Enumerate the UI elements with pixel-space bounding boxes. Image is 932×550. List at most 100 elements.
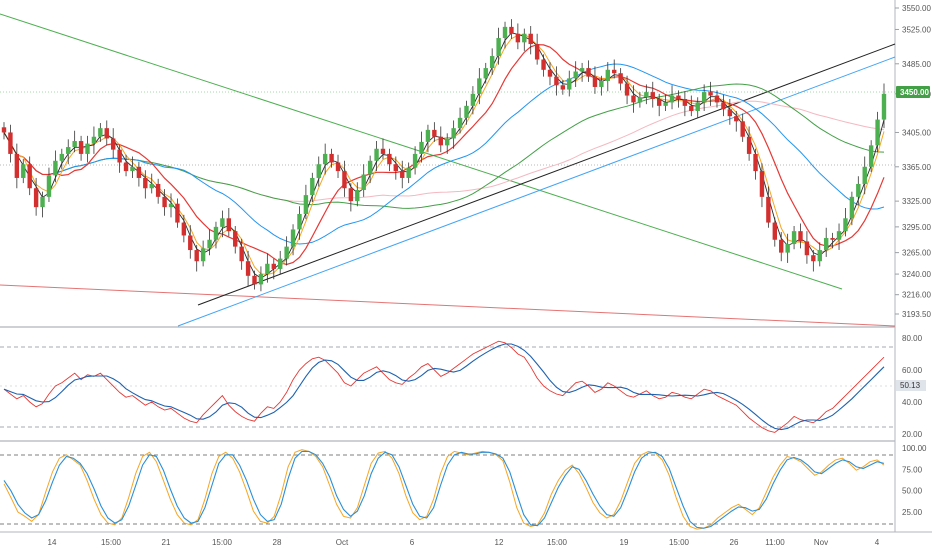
trendline-black-rising[interactable] [197, 43, 896, 306]
candle-up[interactable] [843, 218, 848, 232]
candle-up[interactable] [21, 164, 26, 178]
candle-up[interactable] [451, 128, 456, 139]
candle-up[interactable] [310, 177, 315, 196]
candle-up[interactable] [663, 102, 668, 106]
candle-up[interactable] [502, 26, 508, 39]
candle-up[interactable] [40, 196, 45, 208]
candle-up[interactable] [849, 196, 855, 219]
candle-up[interactable] [53, 160, 58, 176]
candle-down[interactable] [155, 183, 161, 197]
candle-up[interactable] [297, 214, 302, 230]
candle-down[interactable] [534, 44, 540, 60]
candle-up[interactable] [220, 218, 225, 227]
candle-up[interactable] [567, 78, 572, 90]
candle-up[interactable] [258, 274, 264, 285]
candle-up[interactable] [46, 175, 52, 197]
candle-down[interactable] [759, 171, 765, 197]
candle-up[interactable] [316, 164, 321, 178]
candle-down[interactable] [811, 255, 816, 262]
candle-up[interactable] [374, 148, 379, 161]
candle-down[interactable] [650, 92, 655, 99]
candle-down[interactable] [618, 73, 623, 84]
candle-up[interactable] [303, 195, 309, 215]
candle-up[interactable] [130, 166, 135, 172]
candle-down[interactable] [143, 177, 148, 189]
candle-down[interactable] [804, 241, 810, 256]
candle-up[interactable] [862, 166, 867, 184]
candle-up[interactable] [881, 93, 887, 120]
candle-up[interactable] [98, 128, 103, 137]
candle-down[interactable] [33, 188, 39, 208]
candle-down[interactable] [342, 171, 347, 189]
stoch-d-line[interactable] [3, 450, 885, 529]
candle-up[interactable] [701, 92, 707, 103]
candle-up[interactable] [605, 69, 610, 81]
candle-up[interactable] [470, 93, 476, 106]
candle-down[interactable] [541, 59, 546, 70]
candle-down[interactable] [181, 222, 187, 236]
candle-up[interactable] [278, 258, 283, 269]
candle-down[interactable] [734, 116, 739, 122]
candle-up[interactable] [445, 138, 450, 146]
candle-down[interactable] [515, 33, 521, 43]
candle-down[interactable] [162, 196, 167, 208]
candle-down[interactable] [721, 102, 726, 110]
candle-down[interactable] [104, 128, 109, 139]
candle-down[interactable] [329, 153, 334, 163]
candle-down[interactable] [348, 188, 354, 202]
candle-up[interactable] [489, 56, 495, 69]
candle-down[interactable] [188, 235, 193, 251]
candle-down[interactable] [252, 275, 257, 285]
candle-up[interactable] [477, 78, 482, 94]
candle-down[interactable] [727, 109, 733, 117]
candle-down[interactable] [8, 132, 13, 154]
candle-down[interactable] [772, 222, 778, 240]
candle-up[interactable] [355, 189, 360, 202]
ma-orange-line[interactable] [3, 33, 885, 276]
candle-down[interactable] [547, 69, 553, 77]
candle-down[interactable] [27, 164, 32, 189]
candle-down[interactable] [612, 69, 617, 74]
candle-up[interactable] [91, 136, 97, 144]
candle-down[interactable] [509, 26, 514, 34]
candle-down[interactable] [110, 138, 116, 150]
candle-down[interactable] [175, 203, 180, 223]
candle-down[interactable] [393, 164, 399, 172]
candle-up[interactable] [599, 80, 604, 87]
candle-up[interactable] [406, 167, 411, 178]
candle-down[interactable] [753, 153, 758, 172]
candle-down[interactable] [438, 136, 443, 146]
candle-down[interactable] [245, 261, 251, 276]
candle-up[interactable] [207, 239, 212, 249]
candle-down[interactable] [708, 92, 713, 96]
candle-up[interactable] [823, 238, 829, 251]
candle-down[interactable] [830, 238, 835, 240]
candle-up[interactable] [836, 231, 842, 240]
candle-up[interactable] [290, 229, 296, 247]
candle-up[interactable] [59, 153, 65, 161]
candle-down[interactable] [592, 76, 598, 87]
candle-up[interactable] [695, 102, 700, 112]
candle-up[interactable] [200, 248, 206, 262]
candle-up[interactable] [868, 145, 874, 167]
candle-up[interactable] [265, 263, 270, 275]
candle-down[interactable] [78, 141, 84, 154]
candle-up[interactable] [791, 231, 797, 245]
candle-down[interactable] [14, 153, 20, 178]
candle-up[interactable] [875, 119, 880, 146]
candle-down[interactable] [400, 171, 405, 178]
candle-down[interactable] [689, 105, 694, 112]
candle-down[interactable] [624, 83, 630, 96]
candle-up[interactable] [522, 33, 527, 43]
candle-down[interactable] [1, 127, 7, 133]
candle-down[interactable] [656, 98, 662, 106]
candle-down[interactable] [714, 95, 720, 103]
candle-up[interactable] [637, 97, 643, 103]
candle-down[interactable] [233, 231, 238, 247]
candle-up[interactable] [856, 183, 861, 197]
candle-up[interactable] [213, 226, 219, 240]
candle-down[interactable] [239, 246, 244, 262]
candle-down[interactable] [779, 239, 784, 253]
candle-down[interactable] [432, 129, 437, 137]
